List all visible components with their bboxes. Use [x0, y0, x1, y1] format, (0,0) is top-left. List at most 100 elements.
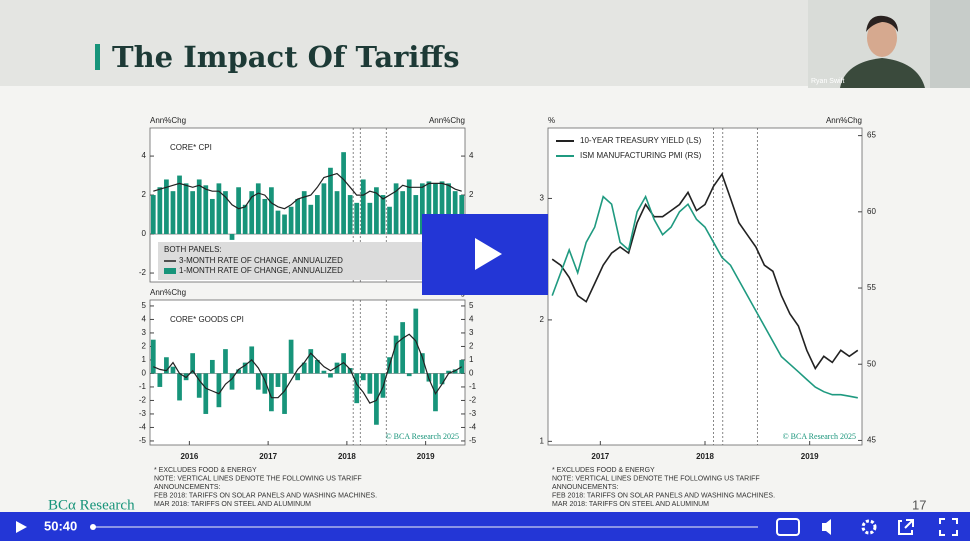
bar: [216, 183, 222, 235]
series-line: [153, 333, 463, 404]
bar: [164, 179, 169, 235]
webcam-wall: [930, 0, 970, 88]
person-head: [867, 19, 897, 57]
bar: [321, 183, 327, 235]
y2-tick-label: 65: [867, 131, 876, 140]
y-tick-label: 5: [142, 301, 147, 310]
bar: [196, 373, 202, 398]
bar: [295, 373, 301, 381]
bar: [203, 373, 209, 414]
bar: [150, 339, 156, 374]
bar: [249, 191, 255, 235]
note: * EXCLUDES FOOD & ENERGY: [552, 467, 655, 474]
y-tick-label: 2: [142, 342, 147, 351]
bar: [164, 357, 169, 374]
bar: [282, 214, 287, 235]
x-tick-label: 2017: [259, 452, 277, 461]
bar: [150, 195, 156, 235]
note: MAR 2018: TARIFFS ON STEEL AND ALUMINUM: [154, 501, 311, 508]
y-tick-label: -2: [139, 396, 147, 405]
bar: [400, 322, 406, 374]
time: 50:40: [44, 518, 77, 533]
bar: [262, 198, 268, 235]
y2-tick-label: 5: [469, 301, 474, 310]
bar: [242, 204, 248, 235]
fullscreen-button[interactable]: [939, 518, 958, 536]
webcam-name: Ryan Swift: [811, 78, 845, 85]
bar: [341, 152, 346, 235]
bar: [216, 373, 222, 408]
bar: [419, 353, 425, 374]
y2-tick-label: 0: [469, 369, 474, 378]
bar: [190, 353, 196, 374]
bar: [374, 187, 379, 235]
bar: [262, 373, 268, 394]
y2-tick-label: -2: [469, 396, 477, 405]
progress-track[interactable]: [92, 526, 758, 528]
copyright: © BCA Research 2025: [783, 432, 856, 441]
y-tick-label: -2: [139, 268, 147, 277]
legend-swatch: [164, 268, 176, 274]
y2-tick-label: 1: [469, 355, 474, 364]
bar: [269, 373, 274, 412]
bar: [209, 198, 215, 235]
captions-button[interactable]: [776, 518, 800, 536]
bar: [426, 181, 432, 235]
bar: [157, 187, 163, 235]
x-tick-label: 2018: [338, 452, 356, 461]
page-number: 17: [912, 497, 926, 512]
y2-tick-label: -4: [469, 423, 477, 432]
legend-label: 3-MONTH RATE OF CHANGE, ANNUALIZED: [179, 256, 343, 265]
bar: [446, 183, 451, 235]
y-tick-label: 3: [142, 328, 147, 337]
y-tick-label: 0: [142, 229, 147, 238]
bar: [459, 359, 465, 374]
bar: [439, 373, 445, 385]
y-tick-label: -1: [139, 382, 147, 391]
bar: [433, 183, 438, 235]
bar: [177, 175, 182, 235]
bar: [203, 185, 209, 235]
bar: [452, 191, 458, 235]
y-axis-label: %: [548, 116, 555, 125]
bar: [328, 373, 333, 378]
legend-heading: BOTH PANELS:: [164, 245, 222, 254]
y-axis-label: Ann%Chg: [150, 116, 186, 125]
y2-tick-label: 60: [867, 207, 876, 216]
bar: [360, 179, 366, 235]
x-tick-label: 2016: [180, 452, 198, 461]
play-overlay-icon[interactable]: [475, 238, 502, 270]
y-tick-label: -5: [139, 436, 147, 445]
y-tick-label: -3: [139, 409, 147, 418]
person-body: [840, 58, 925, 88]
note: NOTE: VERTICAL LINES DENOTE THE FOLLOWIN…: [154, 475, 362, 482]
bar: [367, 373, 373, 394]
bar: [387, 206, 392, 235]
y2-tick-label: 2: [469, 190, 474, 199]
series-line: [551, 172, 859, 371]
bar: [380, 195, 386, 235]
progress-handle[interactable]: [90, 524, 96, 530]
bar: [354, 202, 360, 235]
bar: [400, 191, 406, 235]
volume-button[interactable]: [822, 519, 831, 535]
y-tick-label: 4: [142, 315, 147, 324]
bar: [393, 335, 399, 374]
y-tick-label: 3: [540, 194, 545, 203]
bar: [177, 373, 182, 401]
settings-button[interactable]: [861, 519, 877, 535]
play-button[interactable]: [16, 521, 27, 533]
y2-tick-label: 2: [469, 342, 474, 351]
webcam: Ryan Swift: [808, 0, 970, 88]
bar: [354, 373, 360, 404]
x-tick-label: 2019: [417, 452, 435, 461]
bar: [439, 181, 445, 235]
plot-area: [547, 127, 863, 446]
bar: [170, 366, 176, 374]
bar: [314, 195, 320, 235]
bar: [393, 183, 399, 235]
note: * EXCLUDES FOOD & ENERGY: [154, 467, 257, 474]
legend-label: ISM MANUFACTURING PMI (RS): [580, 151, 702, 160]
share-button[interactable]: [898, 519, 914, 535]
